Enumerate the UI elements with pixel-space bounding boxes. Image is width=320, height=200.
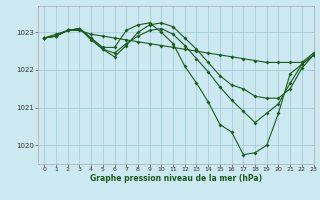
X-axis label: Graphe pression niveau de la mer (hPa): Graphe pression niveau de la mer (hPa) xyxy=(90,174,262,183)
